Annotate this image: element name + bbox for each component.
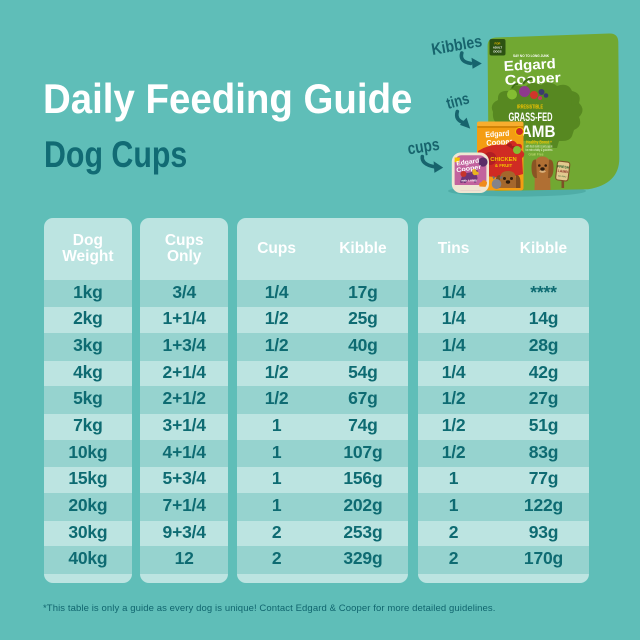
svg-text:with fresh lamb & juicy apple: with fresh lamb & juicy apple (526, 145, 553, 149)
svg-text:Cooper: Cooper (456, 164, 482, 174)
svg-text:FRESH: FRESH (557, 164, 570, 170)
svg-text:tins: tins (445, 90, 472, 112)
svg-text:GRASS-FED: GRASS-FED (509, 112, 553, 124)
svg-text:Edgard: Edgard (503, 55, 556, 74)
svg-text:DOGS: DOGS (493, 50, 501, 54)
svg-text:Healthy Boost +: Healthy Boost + (526, 140, 552, 145)
svg-text:SAY NO TO LONG JUNK: SAY NO TO LONG JUNK (513, 54, 549, 58)
svg-text:ADULT: ADULT (493, 46, 503, 50)
svg-text:Kibbles: Kibbles (430, 32, 483, 59)
svg-text:FOR: FOR (495, 42, 501, 46)
svg-text:Grain Free: Grain Free (529, 152, 545, 157)
svg-text:with LAMB: with LAMB (460, 179, 477, 183)
svg-text:for extra vitality & goodness: for extra vitality & goodness (526, 148, 553, 152)
svg-text:NO GMO: NO GMO (558, 175, 567, 178)
svg-text:Edgard: Edgard (456, 157, 480, 167)
svg-text:CHICKEN: CHICKEN (490, 157, 516, 163)
svg-text:LAMB: LAMB (557, 169, 568, 174)
svg-text:& FRUIT: & FRUIT (495, 163, 513, 168)
svg-text:Edgard: Edgard (485, 129, 510, 140)
svg-text:cups: cups (406, 135, 441, 159)
svg-text:Cooper: Cooper (486, 137, 513, 148)
svg-text:IRRESISTIBLE: IRRESISTIBLE (517, 105, 543, 111)
